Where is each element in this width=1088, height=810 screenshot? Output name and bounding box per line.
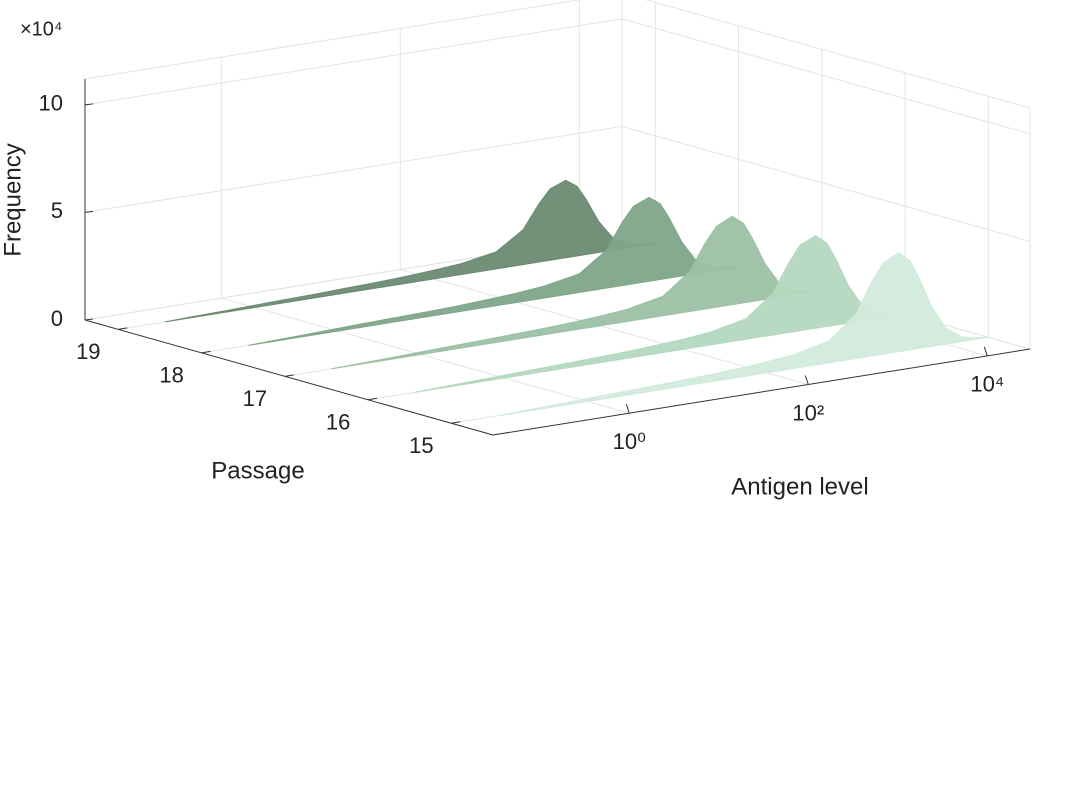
x-tick-label: 10² [792,400,824,425]
ridge [165,179,656,323]
y-tick [451,421,461,424]
x-tick-label: 10⁰ [613,429,646,454]
y-tick [368,397,378,401]
y-tick [201,350,211,354]
y-tick-label: 17 [243,386,267,411]
y-tick-label: 16 [326,410,350,435]
grid-line [84,125,623,213]
box-edge [644,0,1031,109]
y-tick [284,374,294,377]
z-tick-label: 0 [51,306,63,331]
x-tick [804,375,809,385]
ridge [498,251,989,417]
x-tick [625,404,630,414]
x-axis-label: Antigen level [731,473,868,500]
grid-line [621,18,1031,135]
y-tick-label: 15 [409,433,433,458]
y-tick-label: 18 [159,363,183,388]
box-edge [84,0,582,80]
z-tick-label: 5 [51,198,63,223]
y-axis-label: Passage [211,457,304,484]
grid-line [400,269,809,385]
z-axis-label: Frequency [0,143,26,256]
grid-line [84,18,623,106]
grid-line [221,297,630,414]
y-axis [84,319,494,436]
z-multiplier: ×10⁴ [20,18,63,40]
y-tick-label: 19 [76,339,100,364]
z-tick [84,103,94,106]
x-tick [983,346,988,356]
ridge [248,196,739,346]
z-tick-label: 10 [39,91,63,116]
x-tick-label: 10⁴ [970,372,1004,397]
y-tick [118,327,128,330]
z-tick [84,210,94,213]
grid-line [621,125,1031,242]
z-tick [84,318,94,321]
x-axis [492,348,1031,436]
